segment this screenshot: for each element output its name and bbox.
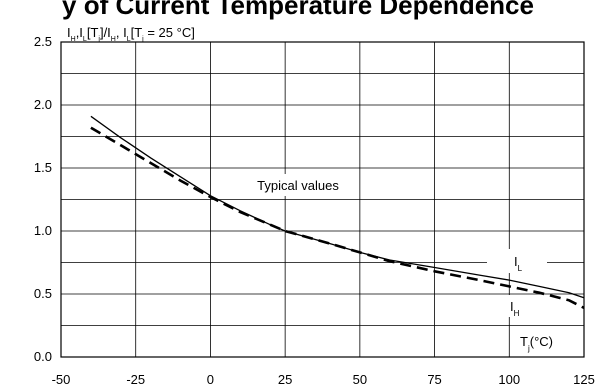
x-axis-label: Tj(°C) bbox=[520, 334, 553, 353]
x-tick-label: 0 bbox=[207, 372, 214, 387]
x-tick-label: 100 bbox=[498, 372, 520, 387]
y-tick-label: 1.0 bbox=[34, 223, 52, 238]
chart-title: y of Current Temperature Dependence bbox=[62, 0, 534, 20]
plot-frame bbox=[60, 41, 585, 358]
il-label-backdrop bbox=[487, 249, 547, 273]
series-label-i-l: IL bbox=[514, 254, 523, 273]
y-tick-label: 1.5 bbox=[34, 160, 52, 175]
y-tick-label: 2.0 bbox=[34, 97, 52, 112]
series-label-i-h: IH bbox=[510, 299, 520, 318]
x-tick-label: -25 bbox=[126, 372, 145, 387]
annotation-typical-values: Typical values bbox=[257, 178, 339, 193]
chart-grid bbox=[60, 41, 585, 358]
series-line-i-l bbox=[90, 115, 585, 299]
annotation-backdrop bbox=[242, 174, 356, 196]
chart-series bbox=[90, 115, 585, 310]
x-tick-label: 25 bbox=[278, 372, 292, 387]
chart-text: y of Current Temperature Dependence IH,IL… bbox=[34, 0, 595, 387]
y-axis-label: IH,IL[Tj]/IH, IL[Tj = 25 °C] bbox=[67, 25, 195, 43]
y-tick-label: 2.5 bbox=[34, 34, 52, 49]
xlabel-backdrop bbox=[512, 330, 582, 350]
chart-frame bbox=[60, 41, 585, 358]
ih-label-backdrop bbox=[500, 295, 530, 317]
x-tick-label: 125 bbox=[573, 372, 595, 387]
x-tick-label: -50 bbox=[52, 372, 71, 387]
y-tick-label: 0.0 bbox=[34, 349, 52, 364]
x-tick-label: 50 bbox=[353, 372, 367, 387]
y-tick-label: 0.5 bbox=[34, 286, 52, 301]
series-line-i-h bbox=[90, 126, 585, 310]
x-tick-label: 75 bbox=[427, 372, 441, 387]
